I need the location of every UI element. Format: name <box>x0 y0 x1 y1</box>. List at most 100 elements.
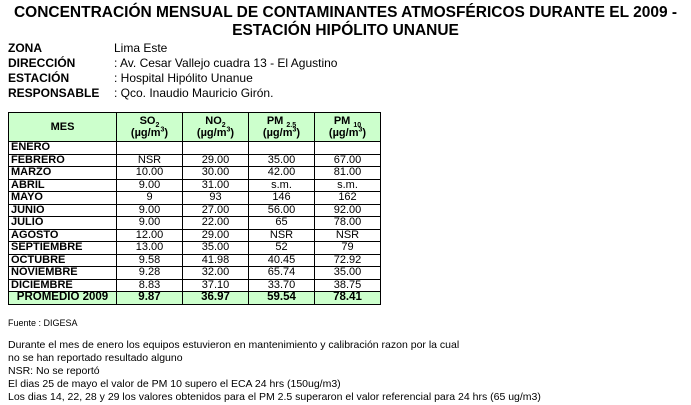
table-row: ABRIL 9.00 31.00 s.m. s.m. <box>8 178 381 192</box>
value-cell: 65.74 <box>248 266 315 280</box>
source-note: Fuente : DIGESA <box>8 318 78 328</box>
table-row: MARZO 10.00 30.00 42.00 81.00 <box>8 166 381 180</box>
value-cell: 78.41 <box>314 291 381 305</box>
info-key: ZONA <box>8 41 42 55</box>
footnote: Los dias 14, 22, 28 y 29 los valores obt… <box>8 391 541 403</box>
value-cell: 9.00 <box>116 178 183 192</box>
value-cell: 67.00 <box>314 153 381 167</box>
value-cell: 79 <box>314 241 381 255</box>
value-cell: 27.00 <box>182 203 249 217</box>
value-cell: 92.00 <box>314 203 381 217</box>
value-cell: 8.83 <box>116 278 183 292</box>
value-cell: s.m. <box>314 178 381 192</box>
info-row-responsable: RESPONSABLE : Qco. Inaudio Mauricio Giró… <box>8 86 337 101</box>
value-cell: 35.00 <box>314 266 381 280</box>
value-cell: 30.00 <box>182 166 249 180</box>
month-cell: JUNIO <box>8 203 117 217</box>
value-cell: 65 <box>248 216 315 230</box>
value-cell <box>182 141 249 155</box>
info-key: RESPONSABLE <box>8 86 100 100</box>
value-cell: 59.54 <box>248 291 315 305</box>
table-row: OCTUBRE 9.58 41.98 40.45 72.92 <box>8 253 381 267</box>
footnote: Durante el mes de enero los equipos estu… <box>8 339 460 351</box>
value-cell: 72.92 <box>314 253 381 267</box>
value-cell: 81.00 <box>314 166 381 180</box>
value-cell: 32.00 <box>182 266 249 280</box>
value-cell: NSR <box>248 228 315 242</box>
report-title: CONCENTRACIÓN MENSUAL DE CONTAMINANTES A… <box>0 4 691 40</box>
table-row: ENERO <box>8 141 381 155</box>
value-cell: 9 <box>116 191 183 205</box>
header-so2: SO2 (µg/m3) <box>116 112 183 142</box>
value-cell: 52 <box>248 241 315 255</box>
value-cell: 40.45 <box>248 253 315 267</box>
table-row: FEBRERO NSR 29.00 35.00 67.00 <box>8 153 381 167</box>
table-row: AGOSTO 12.00 29.00 NSR NSR <box>8 228 381 242</box>
month-cell: PROMEDIO 2009 <box>8 291 117 305</box>
value-cell: 162 <box>314 191 381 205</box>
month-cell: SEPTIEMBRE <box>8 241 117 255</box>
value-cell: 9.00 <box>116 203 183 217</box>
footnote: NSR: No se reportó <box>8 365 100 377</box>
month-cell: FEBRERO <box>8 153 117 167</box>
info-value: : Av. Cesar Vallejo cuadra 13 - El Agust… <box>114 56 338 70</box>
info-value: Lima Este <box>114 41 168 55</box>
value-cell: NSR <box>116 153 183 167</box>
value-cell: 22.00 <box>182 216 249 230</box>
value-cell: 78.00 <box>314 216 381 230</box>
value-cell: 37.10 <box>182 278 249 292</box>
table-row: JULIO 9.00 22.00 65 78.00 <box>8 216 381 230</box>
month-cell: MAYO <box>8 191 117 205</box>
header-pm25: PM 2.5 (µg/m3) <box>248 112 315 142</box>
table-row: DICIEMBRE 8.83 37.10 33.70 38.75 <box>8 278 381 292</box>
value-cell: 56.00 <box>248 203 315 217</box>
value-cell: 35.00 <box>182 241 249 255</box>
average-row: PROMEDIO 2009 9.87 36.97 59.54 78.41 <box>8 291 381 305</box>
value-cell: 41.98 <box>182 253 249 267</box>
footnotes: Durante el mes de enero los equipos estu… <box>8 339 541 404</box>
table-row: NOVIEMBRE 9.28 32.00 65.74 35.00 <box>8 266 381 280</box>
station-info: ZONA Lima Este DIRECCIÓN : Av. Cesar Val… <box>8 41 337 101</box>
month-cell: OCTUBRE <box>8 253 117 267</box>
month-cell: NOVIEMBRE <box>8 266 117 280</box>
value-cell: 9.58 <box>116 253 183 267</box>
value-cell: 9.00 <box>116 216 183 230</box>
value-cell: 42.00 <box>248 166 315 180</box>
month-cell: MARZO <box>8 166 117 180</box>
header-no2: NO2 (µg/m3) <box>182 112 249 142</box>
title-line-1: CONCENTRACIÓN MENSUAL DE CONTAMINANTES A… <box>13 4 678 21</box>
value-cell: 36.97 <box>182 291 249 305</box>
table-header-row: MES SO2 (µg/m3) NO2 (µg/m3) PM 2.5 (µg/m… <box>8 112 381 142</box>
footnote: no se han reportado resultado alguno <box>8 352 183 364</box>
value-cell: 9.28 <box>116 266 183 280</box>
value-cell: 29.00 <box>182 153 249 167</box>
value-cell: 31.00 <box>182 178 249 192</box>
info-row-zona: ZONA Lima Este <box>8 41 337 56</box>
month-cell: DICIEMBRE <box>8 278 117 292</box>
value-cell: 35.00 <box>248 153 315 167</box>
value-cell: NSR <box>314 228 381 242</box>
value-cell: 29.00 <box>182 228 249 242</box>
header-mes: MES <box>8 112 117 142</box>
pollutant-table: MES SO2 (µg/m3) NO2 (µg/m3) PM 2.5 (µg/m… <box>8 112 381 305</box>
title-line-2: ESTACIÓN HIPÓLITO UNANUE <box>232 22 459 39</box>
table-row: MAYO 9 93 146 162 <box>8 191 381 205</box>
value-cell: 93 <box>182 191 249 205</box>
value-cell <box>116 141 183 155</box>
value-cell: 33.70 <box>248 278 315 292</box>
info-value: : Qco. Inaudio Mauricio Girón. <box>114 86 274 100</box>
month-cell: AGOSTO <box>8 228 117 242</box>
value-cell: 146 <box>248 191 315 205</box>
info-key: DIRECCIÓN <box>8 56 76 70</box>
value-cell: 38.75 <box>314 278 381 292</box>
info-value: : Hospital Hipólito Unanue <box>114 71 253 85</box>
info-row-direccion: DIRECCIÓN : Av. Cesar Vallejo cuadra 13 … <box>8 56 337 71</box>
info-key: ESTACIÓN <box>8 71 70 85</box>
value-cell: 9.87 <box>116 291 183 305</box>
month-cell: ENERO <box>8 141 117 155</box>
info-row-estacion: ESTACIÓN : Hospital Hipólito Unanue <box>8 71 337 86</box>
value-cell: 12.00 <box>116 228 183 242</box>
footnote: El dias 25 de mayo el valor de PM 10 sup… <box>8 378 341 390</box>
value-cell: s.m. <box>248 178 315 192</box>
value-cell: 13.00 <box>116 241 183 255</box>
